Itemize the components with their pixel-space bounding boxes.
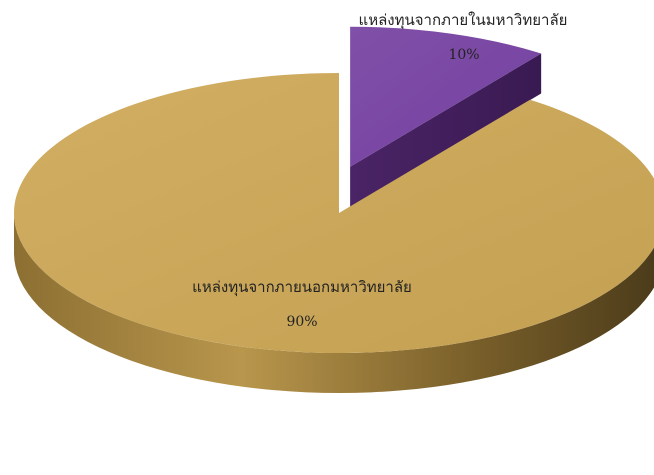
slice-value-inside-university: 10% <box>448 47 479 63</box>
slice-side-outside-university <box>14 213 654 393</box>
slice-side-inside-university <box>350 53 542 207</box>
slice-value-outside-university: 90% <box>286 314 317 330</box>
slice-outside-university <box>14 73 654 353</box>
slice-inside-university <box>350 26 542 167</box>
slice-label-inside-university: แหล่งทุนจากภายในมหาวิทยาลัย <box>359 11 568 30</box>
slice-label-outside-university: แหล่งทุนจากภายนอกมหาวิทยาลัย <box>192 278 412 297</box>
